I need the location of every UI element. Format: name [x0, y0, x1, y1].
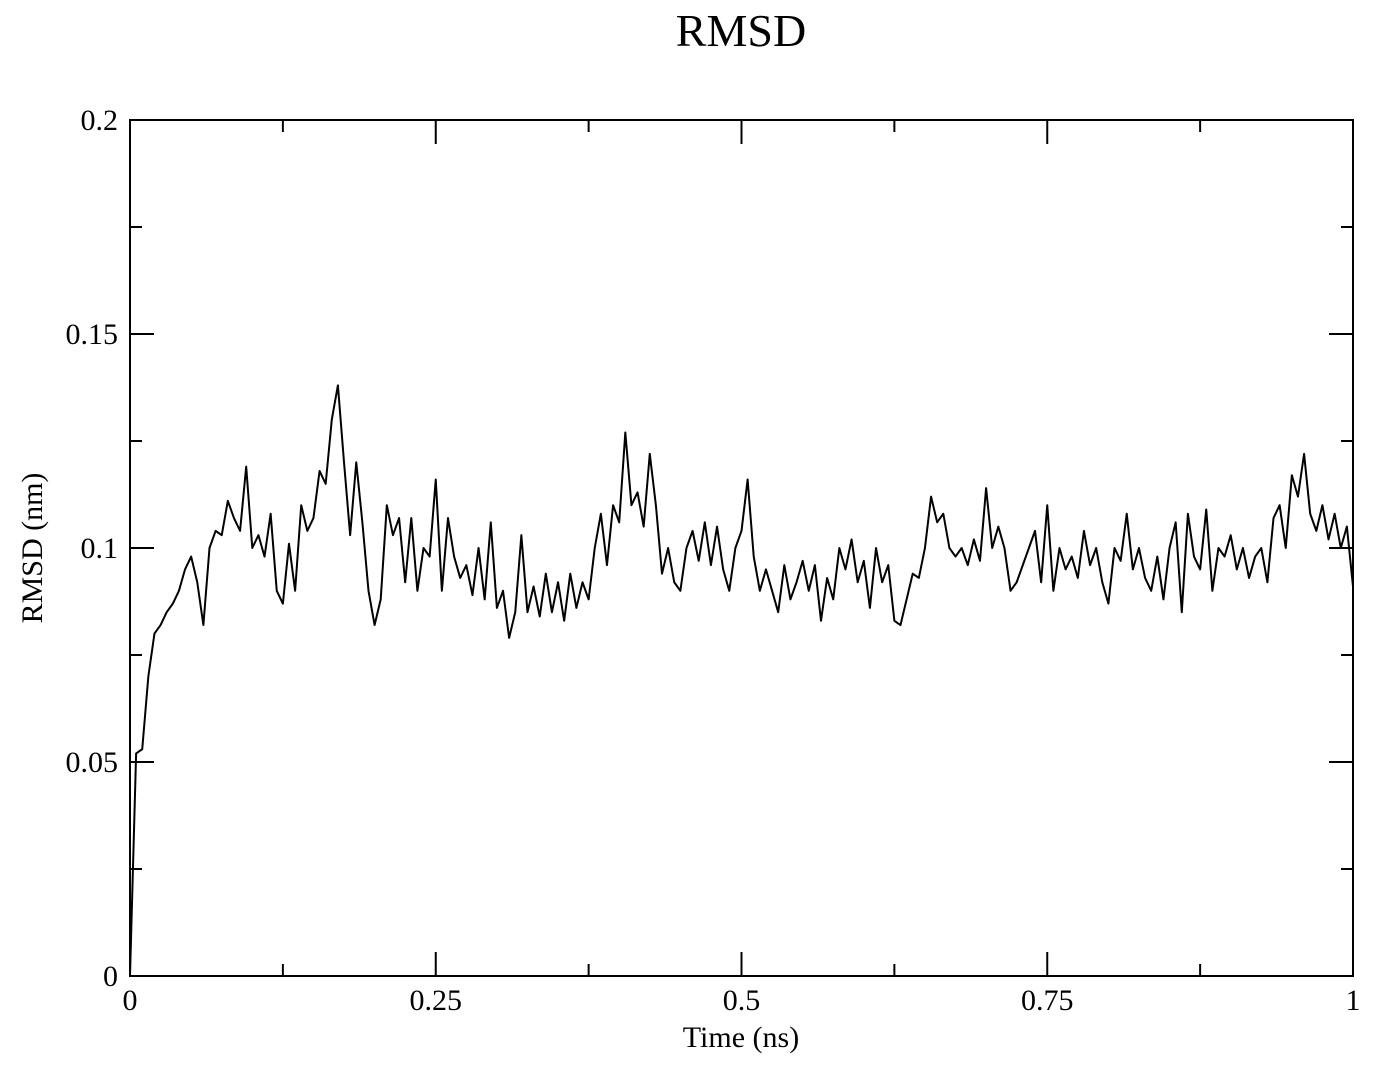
y-axis-label: RMSD (nm): [16, 473, 49, 624]
x-axis-label: Time (ns): [683, 1021, 799, 1054]
y-tick-label: 0.05: [66, 746, 119, 779]
y-tick-label: 0.15: [66, 318, 119, 351]
x-tick-label: 1: [1346, 984, 1361, 1017]
x-tick-label: 0.5: [723, 984, 761, 1017]
x-tick-label: 0.75: [1021, 984, 1074, 1017]
y-tick-label: 0.1: [81, 532, 119, 565]
y-tick-label: 0: [103, 960, 118, 993]
x-tick-label: 0: [123, 984, 138, 1017]
chart-title: RMSD: [676, 5, 806, 56]
x-tick-label: 0.25: [410, 984, 463, 1017]
y-tick-label: 0.2: [81, 104, 119, 137]
data-line: [129, 384, 1354, 977]
